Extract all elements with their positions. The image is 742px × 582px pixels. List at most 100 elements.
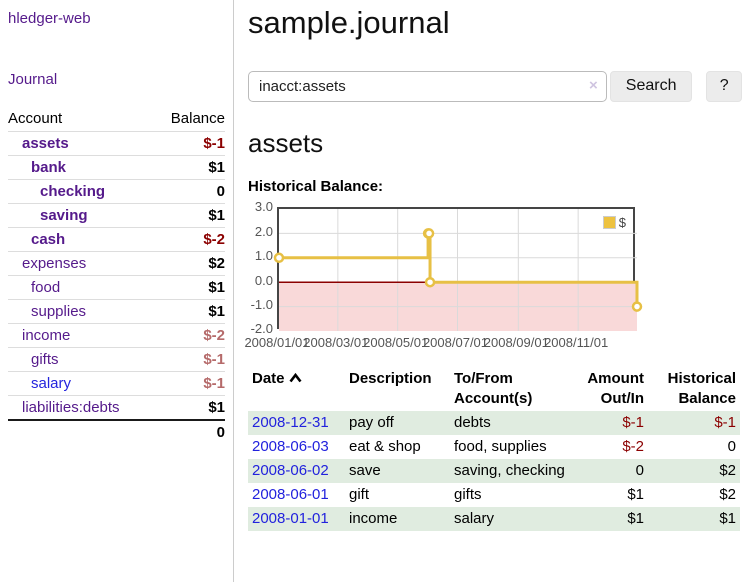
main-content: sample.journal × Search ? assets Histori… [244, 0, 742, 532]
transaction-date-link[interactable]: 2008-06-02 [252, 462, 329, 480]
account-link[interactable]: assets [22, 135, 69, 152]
chart-legend: $ [600, 214, 628, 232]
search-input[interactable] [248, 70, 607, 102]
account-balance: $1 [154, 275, 225, 300]
y-axis-tick-label: 2.0 [254, 223, 273, 239]
transaction-row: 2008-01-01 income salary $1 $1 [248, 507, 740, 532]
account-balance: $1 [154, 203, 225, 228]
transaction-balance: $2 [719, 486, 736, 504]
account-balance: $-1 [154, 371, 225, 396]
sort-ascending-icon [288, 373, 302, 383]
account-heading: assets [248, 127, 324, 158]
account-link[interactable]: cash [31, 231, 66, 248]
legend-swatch-icon [602, 216, 616, 230]
transaction-amount: $1 [627, 486, 644, 504]
account-row: expenses $2 [8, 251, 225, 276]
register-header-description: Description [349, 370, 432, 388]
account-row: saving $1 [8, 203, 225, 228]
register-header-accounts: To/From Account(s) [454, 370, 533, 408]
account-link[interactable]: expenses [22, 255, 87, 272]
chart-plot-area: $ [273, 207, 643, 332]
accounts-total-row: 0 [8, 418, 225, 444]
account-row: food $1 [8, 275, 225, 300]
transaction-accounts: food, supplies [454, 438, 547, 456]
account-balance: $-2 [154, 323, 225, 348]
account-link[interactable]: income [22, 327, 71, 344]
x-axis-tick-label: 2008/05/01 [363, 335, 429, 351]
account-row: supplies $1 [8, 299, 225, 324]
transaction-accounts: debts [454, 414, 491, 432]
register-table: Date Description To/From Account(s) Amou… [248, 367, 740, 532]
y-axis-tick-label: 3.0 [254, 199, 273, 215]
x-axis-tick-label: 2008/01/01 [244, 335, 310, 351]
transaction-date-link[interactable]: 2008-06-03 [252, 438, 329, 456]
account-link[interactable]: salary [31, 375, 72, 392]
search-button[interactable]: Search [609, 70, 693, 102]
account-row: salary $-1 [8, 371, 225, 396]
transaction-balance: 0 [727, 438, 736, 456]
account-balance: $-1 [154, 347, 225, 372]
account-link[interactable]: bank [31, 159, 67, 176]
search-bar: × Search ? [248, 70, 742, 102]
account-row: liabilities:debts $1 [8, 395, 225, 420]
account-row: cash $-2 [8, 227, 225, 252]
account-row: assets $-1 [8, 131, 225, 156]
x-axis-tick-label: 2008/03/01 [303, 335, 369, 351]
transaction-balance: $1 [719, 510, 736, 528]
y-axis-tick-label: 0.0 [254, 272, 273, 288]
y-axis-tick-label: -2.0 [250, 321, 273, 337]
transaction-date-link[interactable]: 2008-01-01 [252, 510, 329, 528]
app-title-link[interactable]: hledger-web [8, 10, 91, 27]
transaction-description: eat & shop [349, 438, 421, 456]
account-link[interactable]: liabilities:debts [22, 398, 120, 416]
help-button[interactable]: ? [706, 70, 742, 102]
account-link[interactable]: checking [40, 183, 106, 200]
transaction-row: 2008-06-03 eat & shop food, supplies $-2… [248, 435, 740, 459]
sidebar-item-journal[interactable]: Journal [8, 71, 58, 88]
transaction-date-link[interactable]: 2008-06-01 [252, 486, 329, 504]
transaction-balance: $-1 [714, 414, 736, 432]
register-header-date[interactable]: Date [248, 367, 345, 411]
x-axis-tick-label: 2008/11/01 [544, 335, 609, 351]
transaction-amount: 0 [635, 462, 644, 480]
x-axis-tick-label: 2008/09/01 [483, 335, 549, 351]
transaction-description: pay off [349, 414, 394, 432]
legend-label: $ [618, 215, 626, 231]
transaction-description: gift [349, 486, 370, 504]
account-row: bank $1 [8, 155, 225, 180]
account-row: checking 0 [8, 179, 225, 204]
accounts-header-account: Account [8, 110, 63, 127]
accounts-table: Account Balance assets $-1 bank $1 check… [8, 108, 225, 444]
accounts-header-balance: Balance [170, 110, 225, 127]
transaction-row: 2008-06-02 save saving, checking 0 $2 [248, 459, 740, 484]
transaction-description: income [349, 510, 398, 528]
sidebar: hledger-web Journal Account Balance asse… [0, 0, 234, 582]
account-link[interactable]: gifts [31, 351, 59, 368]
search-clear-icon[interactable]: × [589, 76, 598, 94]
account-balance: $1 [154, 395, 225, 420]
account-row: income $-2 [8, 323, 225, 348]
account-balance: $2 [154, 251, 225, 276]
account-balance: $1 [154, 299, 225, 324]
register-header-amount: Amount Out/In [587, 370, 644, 408]
x-axis-tick-label: 2008/07/01 [422, 335, 489, 351]
y-axis-tick-label: -1.0 [250, 296, 273, 312]
chart-section-label: Historical Balance: [248, 178, 384, 196]
account-link[interactable]: saving [40, 207, 88, 224]
transaction-amount: $-1 [622, 414, 644, 432]
y-axis-tick-label: 1.0 [254, 248, 273, 264]
transaction-amount: $1 [627, 510, 644, 528]
transaction-amount: $-2 [622, 438, 644, 456]
transaction-accounts: salary [454, 510, 495, 528]
accounts-total-value: 0 [154, 418, 225, 444]
transaction-balance: $2 [719, 462, 736, 480]
account-link[interactable]: food [31, 279, 61, 296]
account-balance: $-2 [154, 227, 225, 252]
account-link[interactable]: supplies [31, 303, 87, 320]
transaction-description: save [349, 462, 381, 480]
register-header-balance: Historical Balance [667, 370, 736, 408]
transaction-date-link[interactable]: 2008-12-31 [252, 414, 329, 432]
historical-balance-chart: 3.0 2.0 1.0 0.0 -1.0 -2.0 $ 2008/01/01 2008/03… [244, 199, 742, 351]
account-balance: $-1 [154, 131, 225, 156]
transaction-accounts: saving, checking [454, 462, 565, 480]
